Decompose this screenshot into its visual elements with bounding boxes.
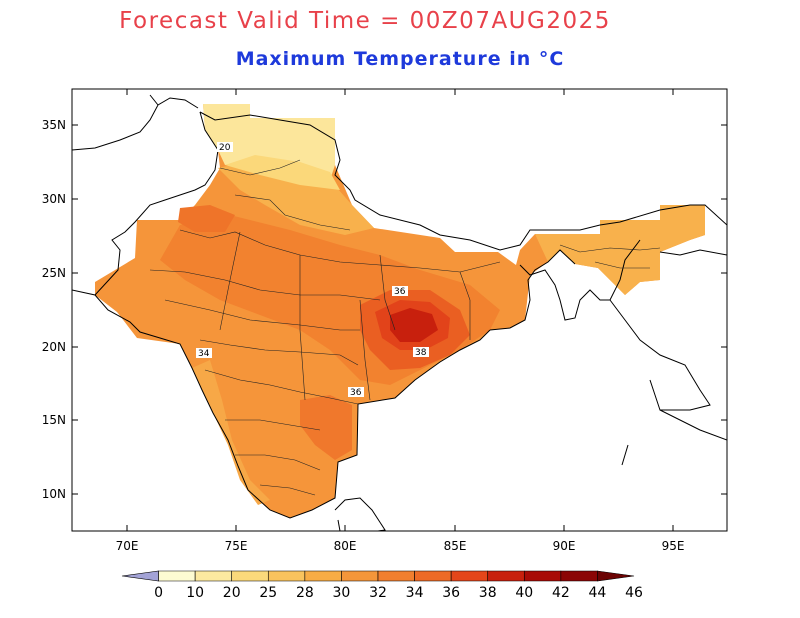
contour-label: 38 [415, 348, 427, 358]
y-tick-label: 25N [42, 266, 66, 280]
west-border [94, 111, 219, 296]
colorbar-label: 25 [259, 585, 277, 601]
colorbar-segment [341, 570, 379, 582]
colorbar-label: 44 [589, 585, 607, 601]
myanmar-border [609, 239, 711, 411]
arabian-coast [72, 289, 491, 519]
temperature-field [95, 104, 705, 518]
forecast-title: Forecast Valid Time = 00Z07AUG2025 [119, 8, 611, 34]
contour-label: 36 [350, 388, 362, 398]
colorbar-segment [597, 570, 635, 582]
colorbar-label: 42 [552, 585, 570, 601]
chart-subtitle: Maximum Temperature in °C [235, 48, 565, 70]
colorbar-label: 40 [515, 585, 533, 601]
y-tick-label: 10N [42, 487, 66, 501]
y-tick-label: 35N [42, 118, 66, 132]
colorbar-segment [304, 570, 342, 582]
colorbar: 0 10 20 25 28 30 32 34 36 38 40 42 44 46 [121, 570, 643, 601]
contour-label: 20 [219, 143, 231, 153]
colorbar-label: 36 [442, 585, 460, 601]
colorbar-label: 28 [296, 585, 314, 601]
northern-hills-fill [218, 160, 374, 235]
sri-lanka [334, 497, 386, 531]
colorbar-segment [414, 570, 452, 582]
colorbar-label: 32 [369, 585, 387, 601]
contour-label: 34 [198, 349, 210, 359]
colorbar-label: 10 [186, 585, 204, 601]
x-tick-label: 95E [662, 539, 685, 553]
colorbar-segment [523, 570, 562, 582]
bay-coast [489, 249, 576, 331]
x-tick-label: 85E [444, 539, 467, 553]
contour-labels: 20 36 38 34 36 [196, 142, 429, 398]
x-tick-label: 70E [116, 539, 139, 553]
y-tick-label: 30N [42, 192, 66, 206]
east-land-edge [659, 249, 727, 256]
x-tick-label: 80E [334, 539, 357, 553]
colorbar-segment [560, 570, 598, 582]
colorbar-label: 30 [333, 585, 351, 601]
colorbar-segment [487, 570, 525, 582]
x-tick-label: 90E [553, 539, 576, 553]
kashmir-cool-fill [203, 104, 335, 180]
colorbar-segment [158, 570, 196, 582]
northeast-cooler-fill [535, 205, 705, 295]
colorbar-segment [194, 570, 233, 582]
kashmir-mid-fill [225, 155, 340, 190]
y-tick-label: 15N [42, 413, 66, 427]
y-tick-label: 20N [42, 340, 66, 354]
colorbar-segment [231, 570, 269, 582]
southwest-coast-fill [192, 360, 270, 505]
colorbar-segment [121, 570, 159, 582]
bangladesh-border [519, 264, 610, 321]
colorbar-label: 20 [223, 585, 241, 601]
colorbar-segment [267, 570, 306, 582]
colorbar-label: 0 [154, 585, 163, 601]
x-tick-labels: 70E 75E 80E 85E 90E 95E [116, 539, 685, 553]
pakistan-afghan-border [72, 94, 199, 151]
colorbar-label: 38 [479, 585, 497, 601]
contour-label: 36 [394, 287, 406, 297]
himalaya-border [199, 111, 727, 251]
peninsula-warm-fill [300, 395, 352, 460]
northwest-warm-fill [178, 205, 235, 232]
colorbar-label: 46 [625, 585, 643, 601]
axis-ticks [72, 89, 727, 531]
colorbar-segment [450, 570, 489, 582]
y-tick-labels: 35N 30N 25N 20N 15N 10N [42, 118, 66, 501]
colorbar-segment [377, 570, 415, 582]
state-boundaries [149, 159, 661, 496]
east-peninsula-edge [659, 409, 727, 441]
east-core-fill [390, 308, 438, 342]
coastlines-and-borders [72, 94, 727, 531]
colorbar-label: 34 [406, 585, 424, 601]
x-tick-label: 75E [225, 539, 248, 553]
andaman-islands [621, 444, 629, 466]
